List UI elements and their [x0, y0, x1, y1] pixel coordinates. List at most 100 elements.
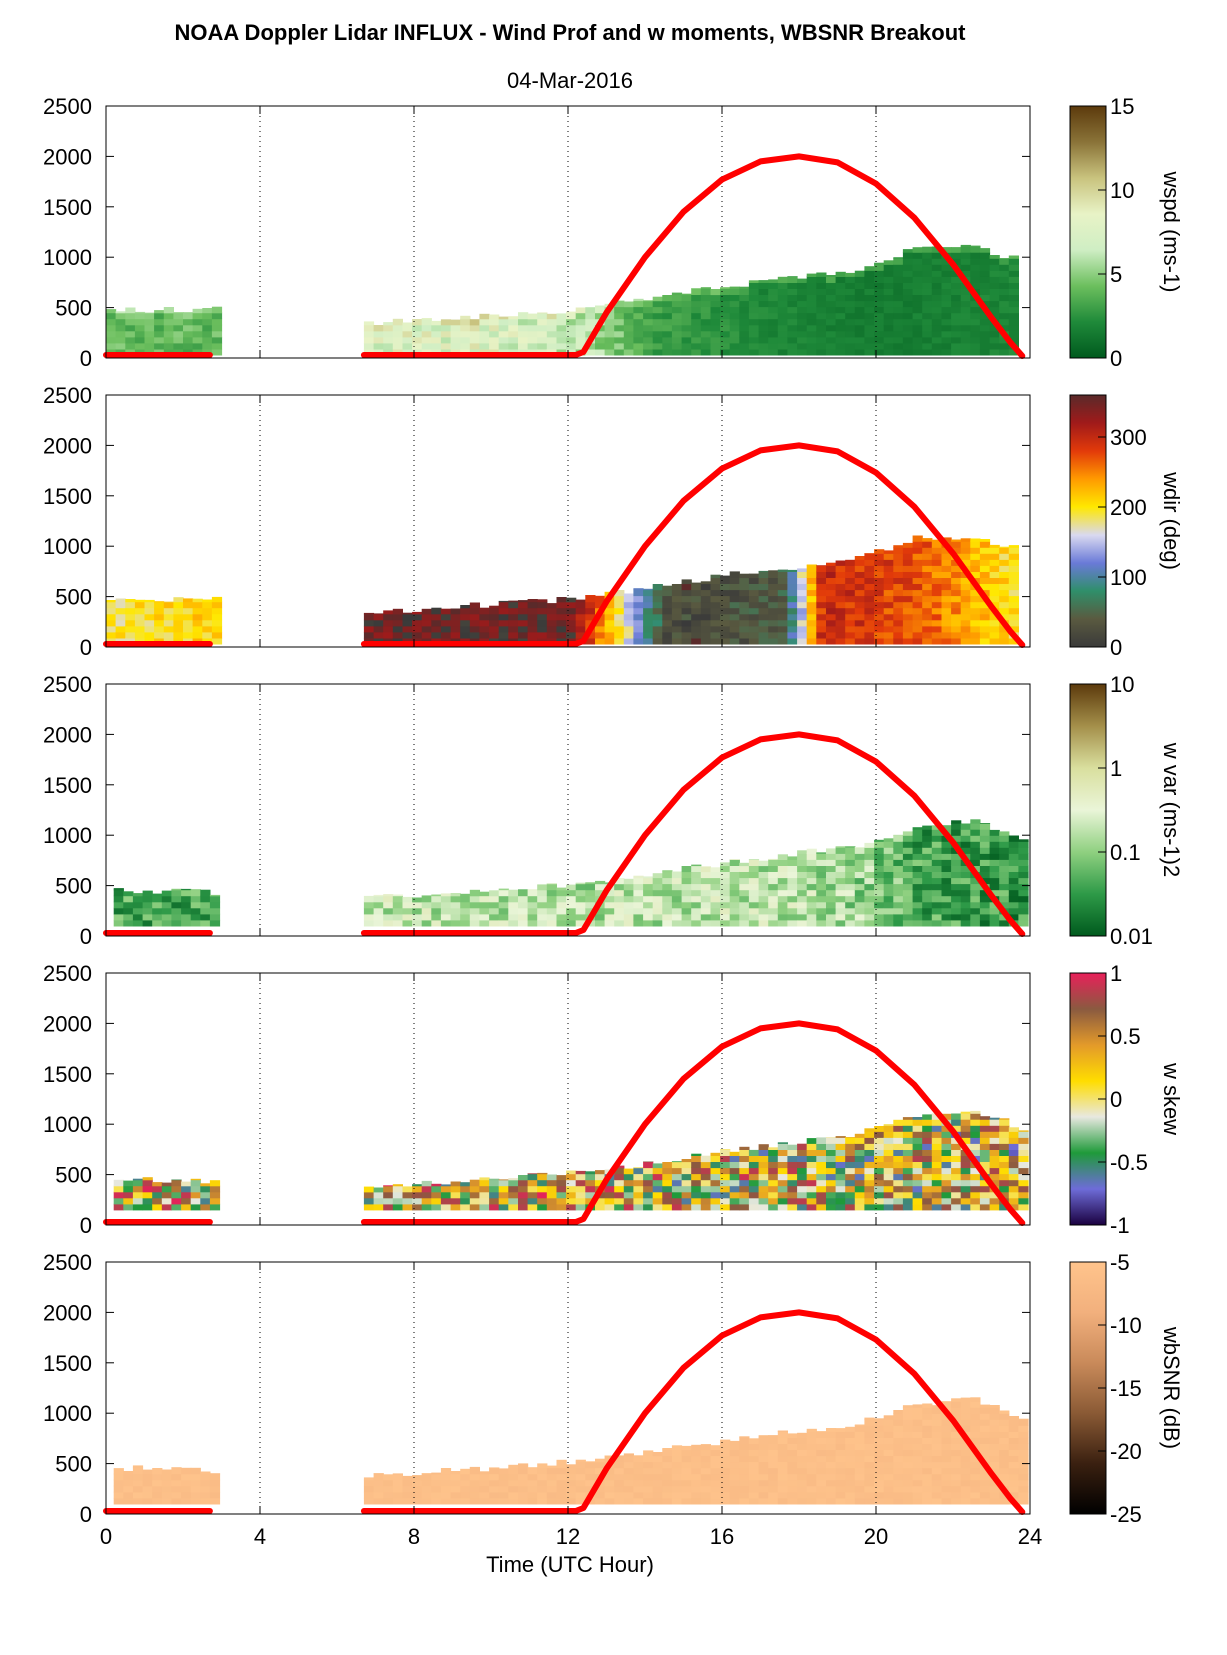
- heatmap-cell: [729, 1173, 740, 1181]
- heatmap-cell: [450, 608, 461, 615]
- heatmap-cell: [633, 889, 644, 897]
- heatmap-cell: [623, 907, 634, 915]
- heatmap-cell: [999, 571, 1010, 578]
- heatmap-cell: [739, 1473, 750, 1481]
- heatmap-cell: [1008, 288, 1019, 295]
- heatmap-cell: [979, 871, 991, 879]
- heatmap-cell: [566, 1497, 577, 1505]
- heatmap-cell: [979, 823, 991, 830]
- heatmap-cell: [643, 1167, 654, 1175]
- heatmap-cell: [931, 595, 942, 603]
- heatmap-cell: [450, 913, 461, 921]
- heatmap-cell: [989, 1425, 1000, 1432]
- heatmap-cell: [951, 1479, 962, 1487]
- heatmap-cell: [941, 571, 952, 578]
- heatmap-cell: [893, 1473, 904, 1481]
- heatmap-cell: [864, 565, 875, 572]
- heatmap-cell: [768, 279, 779, 283]
- heatmap-cell: [700, 889, 711, 897]
- heatmap-cell: [758, 336, 769, 344]
- heatmap-cell: [450, 1191, 461, 1199]
- heatmap-cell: [373, 613, 384, 615]
- heatmap-cell: [845, 330, 856, 338]
- heatmap-cell: [845, 1473, 856, 1481]
- heatmap-cell: [720, 607, 731, 615]
- heatmap-cell: [1018, 1179, 1029, 1187]
- heatmap-cell: [142, 1479, 153, 1487]
- heatmap-cell: [941, 919, 952, 927]
- heatmap-cell: [643, 1179, 654, 1187]
- heatmap-cell: [479, 1479, 490, 1487]
- heatmap-cell: [970, 1473, 981, 1481]
- heatmap-cell: [999, 258, 1010, 265]
- heatmap-cell: [575, 625, 586, 633]
- heatmap-cell: [854, 1443, 865, 1450]
- heatmap-cell: [173, 312, 184, 314]
- heatmap-cell: [518, 619, 529, 627]
- heatmap-cell: [931, 1431, 942, 1438]
- heatmap-cell: [912, 282, 923, 289]
- heatmap-cell: [902, 1161, 914, 1169]
- heatmap-cell: [1008, 1467, 1019, 1475]
- heatmap-cell: [951, 1161, 962, 1169]
- heatmap-cell: [671, 595, 683, 603]
- heatmap-cell: [595, 595, 606, 603]
- heatmap-cell: [960, 1191, 971, 1199]
- heatmap-cell: [142, 919, 153, 927]
- heatmap-cell: [161, 890, 172, 897]
- heatmap-cell: [154, 607, 165, 615]
- heatmap-cell: [845, 559, 856, 566]
- heatmap-cell: [922, 1497, 933, 1505]
- heatmap-cell: [183, 619, 194, 627]
- heatmap-cell: [700, 1444, 711, 1451]
- heatmap-cell: [960, 1413, 971, 1420]
- heatmap-cell: [1018, 1425, 1029, 1432]
- heatmap-cell: [508, 1491, 519, 1499]
- heatmap-cell: [854, 1143, 865, 1150]
- heatmap-cell: [643, 1185, 654, 1193]
- colorbar-tick-label: 5: [1110, 262, 1122, 287]
- heatmap-cell: [643, 312, 654, 320]
- heatmap-cell: [912, 1131, 923, 1138]
- heatmap-cell: [768, 871, 779, 879]
- heatmap-cell: [768, 1179, 779, 1187]
- heatmap-cell: [806, 601, 817, 609]
- heatmap-cell: [489, 1497, 500, 1505]
- colorbar: [1069, 394, 1107, 648]
- heatmap-cell: [363, 913, 375, 921]
- heatmap-cell: [498, 907, 509, 915]
- heatmap-cell: [575, 882, 586, 885]
- heatmap-cell: [883, 1161, 894, 1169]
- heatmap-cell: [412, 342, 423, 350]
- heatmap-cell: [797, 1161, 808, 1169]
- heatmap-cell: [893, 330, 904, 338]
- heatmap-cell: [854, 565, 865, 572]
- heatmap-cell: [797, 1491, 808, 1499]
- heatmap-cell: [518, 919, 529, 927]
- heatmap-cell: [402, 619, 413, 627]
- heatmap-cell: [960, 1179, 971, 1187]
- heatmap-cell: [373, 913, 384, 921]
- heatmap-cell: [604, 619, 615, 627]
- heatmap-cell: [190, 895, 201, 903]
- heatmap-cell: [700, 919, 711, 927]
- heatmap-cell: [816, 913, 827, 921]
- heatmap-cell: [1018, 907, 1029, 915]
- heatmap-cell: [1008, 336, 1019, 344]
- heatmap-cell: [845, 913, 856, 921]
- heatmap-cell: [854, 330, 865, 338]
- heatmap-cell: [989, 919, 1000, 927]
- heatmap-cell: [710, 871, 721, 879]
- heatmap-cell: [383, 322, 394, 326]
- heatmap-cell: [691, 1161, 702, 1169]
- heatmap-cell: [190, 1473, 201, 1481]
- heatmap-cell: [883, 901, 894, 909]
- heatmap-cell: [720, 637, 731, 645]
- heatmap-cell: [816, 625, 827, 633]
- heatmap-cell: [931, 853, 942, 860]
- heatmap-cell: [941, 1197, 952, 1205]
- heatmap-cell: [748, 865, 760, 872]
- heatmap-cell: [1018, 1137, 1029, 1144]
- heatmap-cell: [787, 583, 798, 591]
- heatmap-cell: [970, 901, 981, 909]
